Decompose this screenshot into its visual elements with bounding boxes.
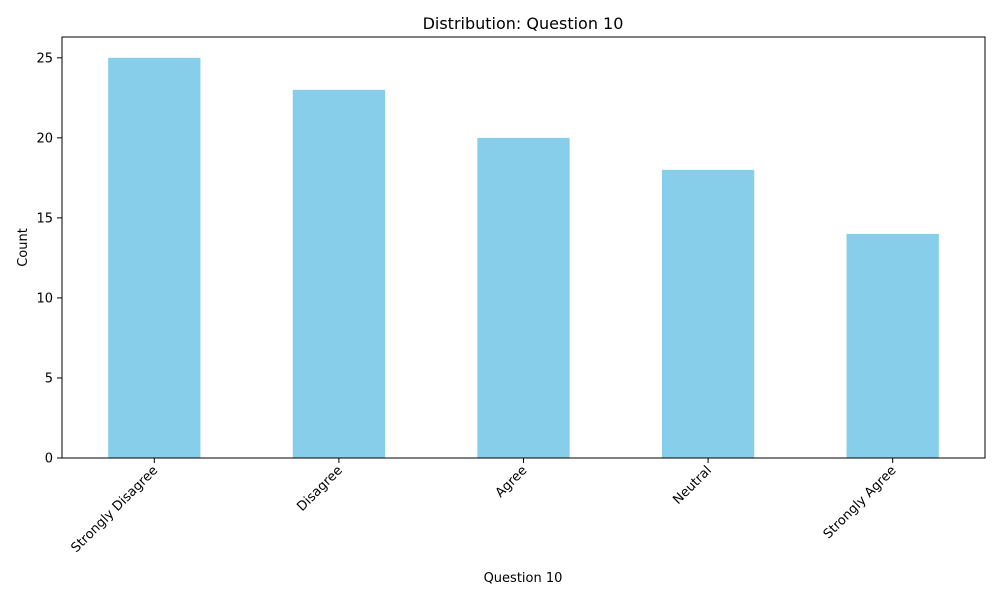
y-axis-ticks: 0 5 10 15 20 25 [36, 51, 62, 467]
x-axis-label: Question 10 [484, 571, 563, 586]
chart-title: Distribution: Question 10 [423, 14, 624, 33]
y-tick-label: 0 [45, 452, 53, 467]
bar-agree [477, 137, 570, 459]
x-tick-label: Strongly Disagree [69, 463, 162, 556]
y-tick-label: 20 [36, 131, 53, 146]
x-axis-ticks: Strongly Disagree Disagree Agree Neutral Str… [69, 458, 900, 556]
x-tick-label: Disagree [294, 463, 345, 514]
y-tick-label: 5 [45, 371, 53, 386]
y-tick-label: 10 [36, 291, 53, 306]
x-tick-label: Strongly Agree [821, 463, 900, 542]
bar-strongly-agree [846, 233, 939, 458]
x-tick-label: Neutral [670, 463, 715, 508]
bars-group [108, 57, 939, 459]
bar-neutral [661, 169, 755, 459]
plot-frame [61, 36, 986, 459]
y-tick-label: 15 [36, 211, 53, 226]
y-tick-label: 25 [36, 51, 53, 66]
y-axis-label: Count [16, 228, 31, 267]
bar-strongly-disagree [108, 57, 201, 459]
bar-disagree [292, 89, 386, 458]
x-tick-label: Agree [493, 463, 531, 501]
